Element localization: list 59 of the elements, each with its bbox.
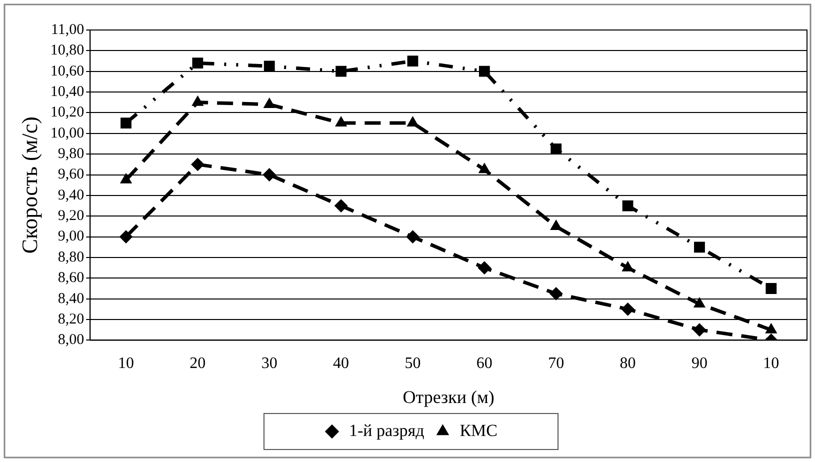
y-tick-label: 11,00	[50, 22, 84, 38]
y-tick-label: 8,80	[58, 249, 84, 266]
x-tick-label: 30	[261, 355, 278, 372]
point	[478, 261, 491, 274]
point	[407, 56, 418, 66]
legend-label: 1-й разряд	[348, 420, 425, 440]
point	[192, 96, 204, 106]
x-axis-title: Отрезки (м)	[402, 386, 494, 407]
y-tick-label: 8,40	[58, 290, 84, 307]
point	[120, 173, 132, 184]
legend-label: КМС	[460, 420, 498, 440]
y-tick-label: 8,00	[58, 332, 84, 348]
point	[550, 220, 562, 230]
x-tick-label: 40	[333, 355, 350, 372]
x-tick-label: 80	[620, 355, 636, 372]
x-tick-label: 70	[548, 355, 564, 372]
y-tick-label: 8,20	[58, 311, 84, 328]
x-tick-label: 10	[763, 355, 780, 372]
point	[692, 323, 706, 336]
point	[766, 283, 777, 294]
point	[478, 66, 490, 77]
y-tick-label: 9,00	[58, 228, 84, 245]
y-tick-label: 9,60	[58, 166, 84, 183]
y-tick-label: 10,20	[50, 104, 84, 121]
y-tick-label: 8,60	[58, 270, 84, 286]
y-tick-label: 10,00	[50, 125, 84, 142]
y-tick-label: 9,40	[58, 187, 84, 204]
y-tick-label: 10,40	[50, 84, 84, 100]
point	[622, 200, 634, 212]
point	[694, 242, 705, 253]
point	[334, 199, 348, 212]
point	[621, 302, 634, 316]
point	[336, 66, 346, 77]
point	[264, 98, 276, 108]
point	[765, 323, 777, 334]
x-tick-label: 50	[404, 355, 421, 372]
point	[478, 163, 490, 174]
y-tick-label: 10,60	[50, 63, 84, 80]
x-tick-label: 90	[691, 355, 708, 372]
point	[264, 60, 275, 72]
point	[406, 230, 420, 244]
x-tick-label: 10	[118, 355, 134, 372]
point	[550, 287, 563, 300]
y-tick-label: 10,80	[50, 42, 84, 59]
point	[622, 261, 634, 272]
x-tick-label: 60	[476, 355, 492, 372]
point	[407, 116, 418, 127]
point	[550, 143, 562, 154]
point	[191, 158, 204, 171]
point	[119, 230, 132, 244]
point	[262, 168, 276, 182]
y-tick-label: 9,80	[58, 146, 84, 162]
y-tick-label: 9,20	[58, 208, 84, 224]
point	[335, 116, 347, 127]
y-axis-title: Скорость (м/с)	[16, 116, 42, 254]
point	[120, 118, 132, 129]
point	[192, 58, 204, 69]
x-tick-label: 20	[190, 355, 206, 372]
point	[694, 298, 706, 308]
